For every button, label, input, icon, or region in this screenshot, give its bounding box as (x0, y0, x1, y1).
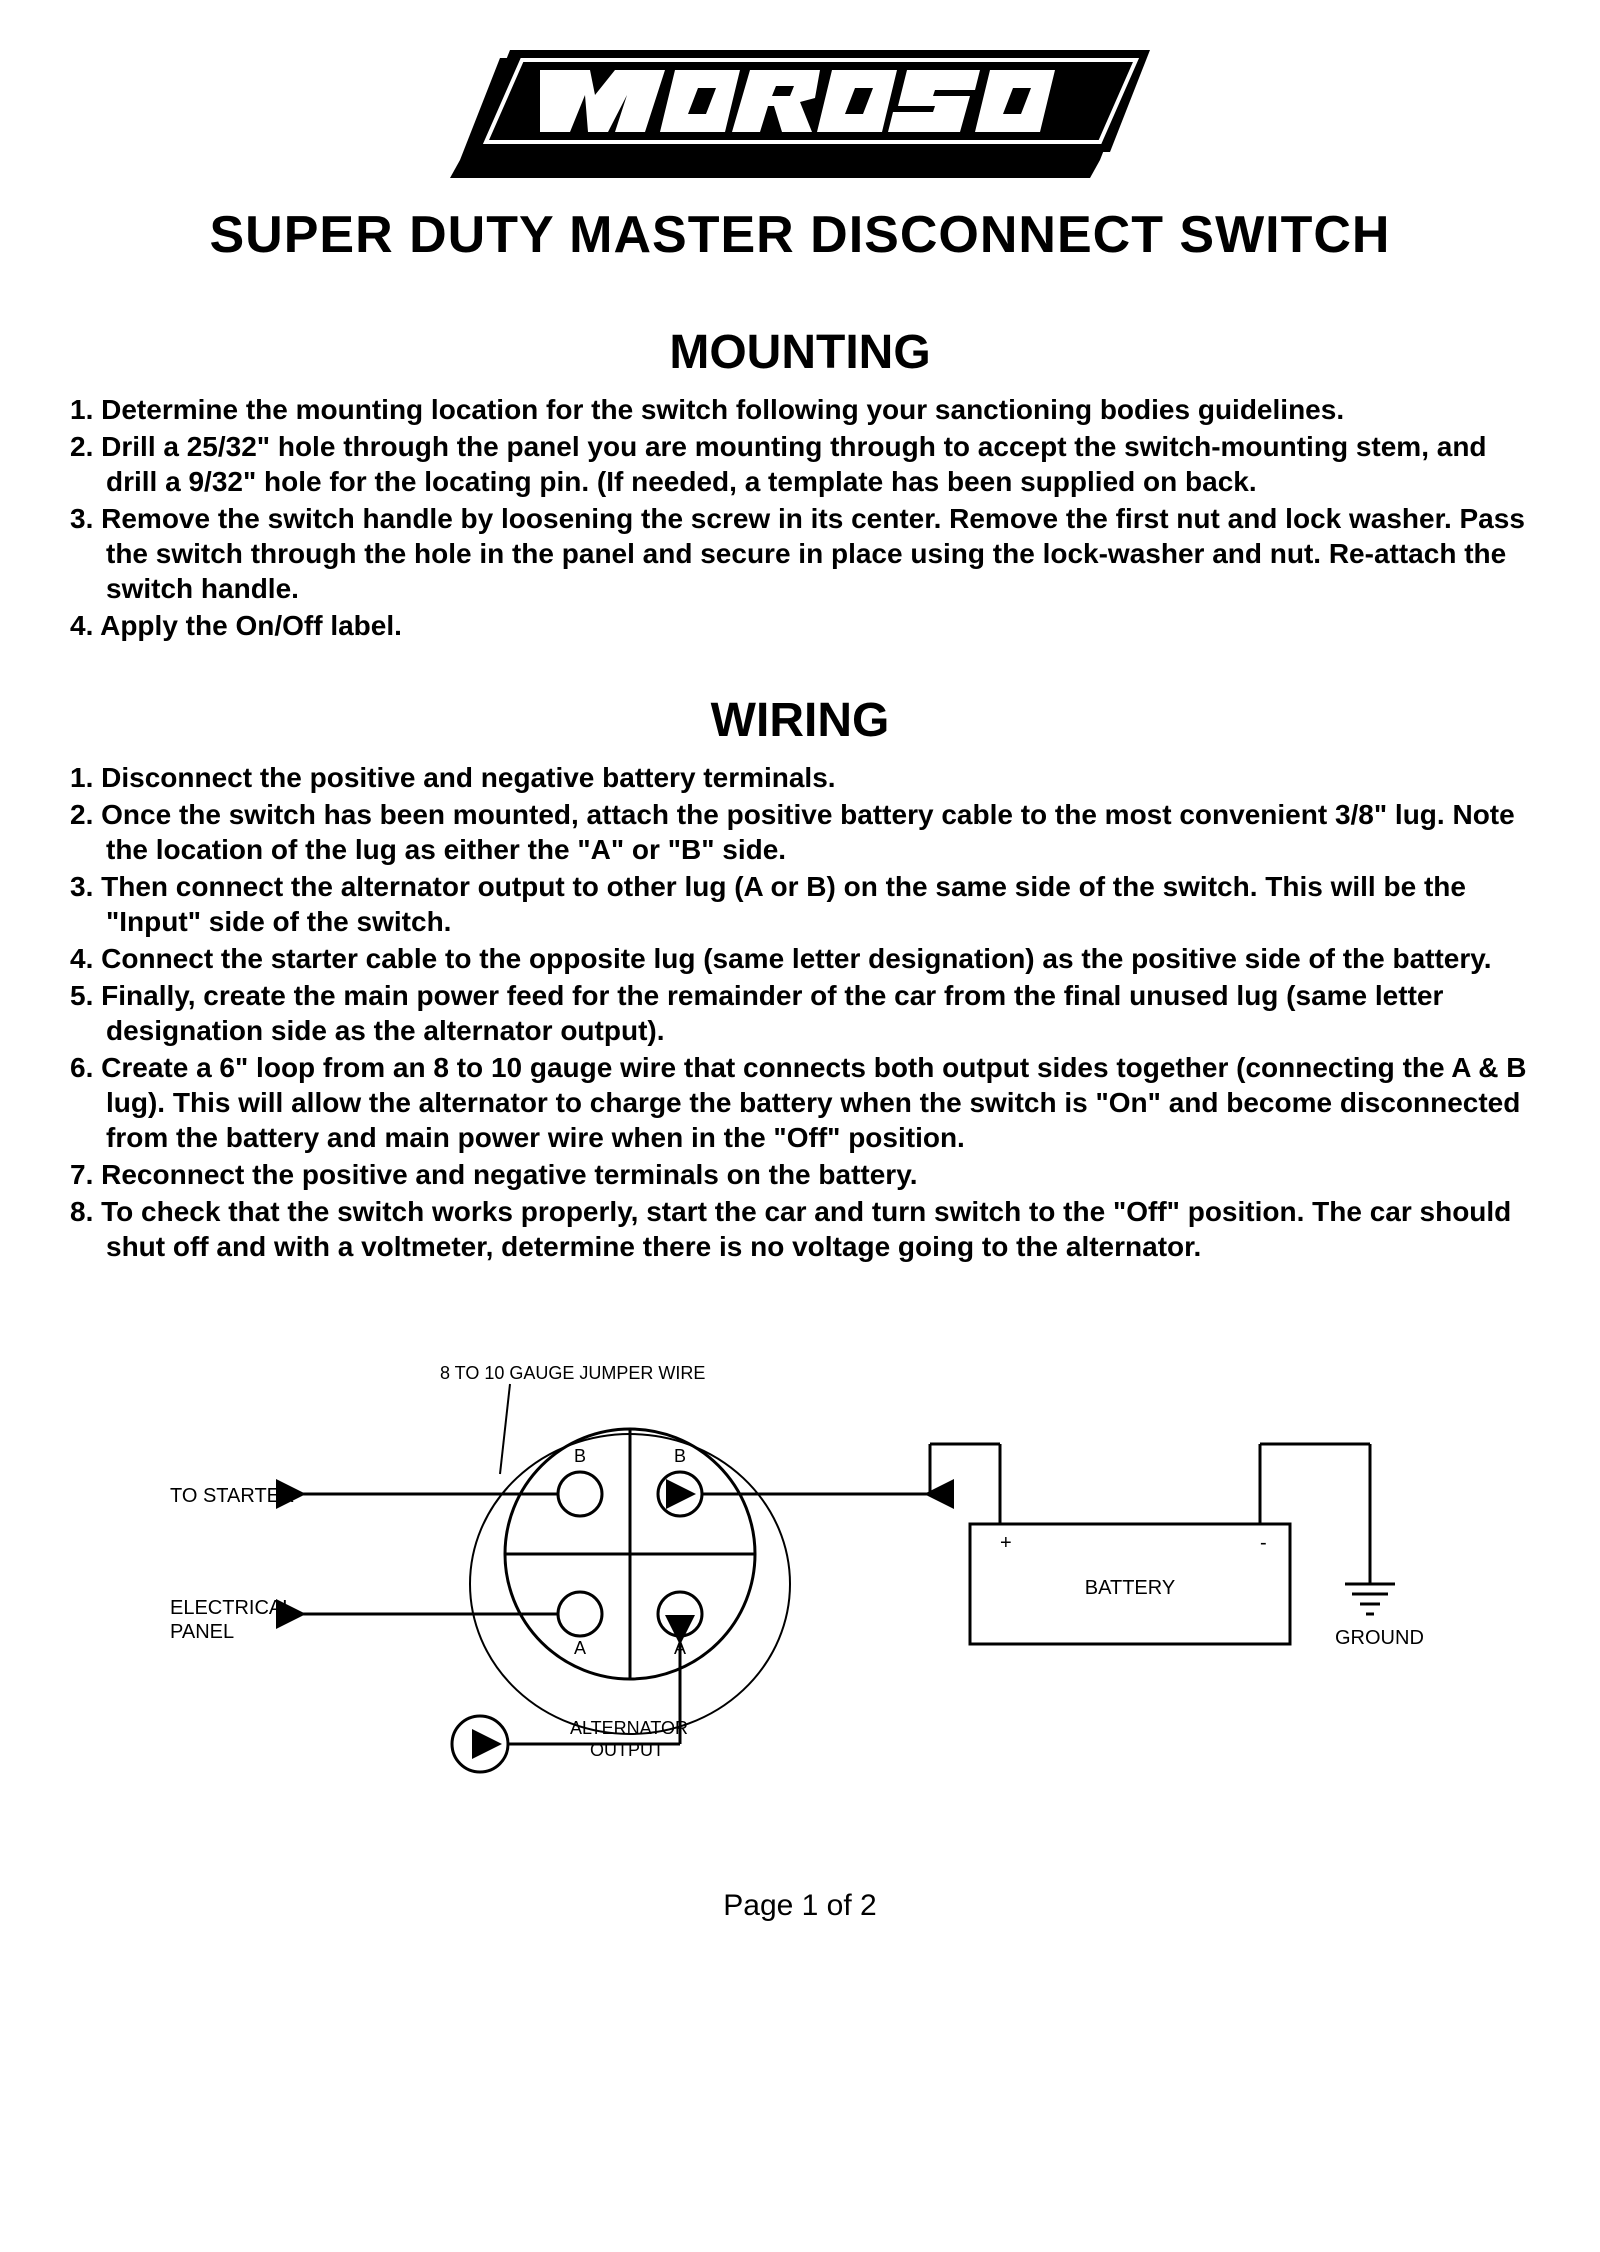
wiring-step: Finally, create the main power feed for … (70, 978, 1530, 1048)
page-footer: Page 1 of 2 (60, 1889, 1540, 1923)
mounting-step: Determine the mounting location for the … (70, 392, 1530, 427)
wiring-heading: WIRING (60, 693, 1540, 748)
battery-minus: - (1260, 1532, 1267, 1554)
jumper-wire-label: 8 TO 10 GAUGE JUMPER WIRE (440, 1363, 705, 1383)
lug-a-label: A (574, 1638, 586, 1658)
wiring-step: To check that the switch works properly,… (70, 1194, 1530, 1264)
ground-label: GROUND (1335, 1627, 1424, 1649)
mounting-list: Determine the mounting location for the … (60, 392, 1540, 643)
logo-container (60, 40, 1540, 195)
wiring-step: Then connect the alternator output to ot… (70, 869, 1530, 939)
wiring-step: Once the switch has been mounted, attach… (70, 797, 1530, 867)
battery-plus: + (1000, 1532, 1012, 1554)
alternator-label-1: ALTERNATOR (570, 1718, 688, 1738)
mounting-step: Remove the switch handle by loosening th… (70, 501, 1530, 606)
wiring-step: Create a 6" loop from an 8 to 10 gauge w… (70, 1050, 1530, 1155)
wiring-step: Reconnect the positive and negative term… (70, 1157, 1530, 1192)
wiring-step: Disconnect the positive and negative bat… (70, 760, 1530, 795)
electrical-panel-label: ELECTRICAL (170, 1597, 293, 1619)
lug-b-label: B (674, 1446, 686, 1466)
brand-logo (440, 40, 1160, 190)
wiring-list: Disconnect the positive and negative bat… (60, 760, 1540, 1264)
wiring-step: Connect the starter cable to the opposit… (70, 941, 1530, 976)
lug-b-label: B (574, 1446, 586, 1466)
alternator-label-2: OUTPUT (590, 1740, 664, 1760)
mounting-step: Drill a 25/32" hole through the panel yo… (70, 429, 1530, 499)
battery-label: BATTERY (1085, 1577, 1175, 1599)
wiring-diagram: B B A A 8 TO 10 GAUGE JUMPER WIRE TO STA… (60, 1324, 1540, 1809)
to-starter-label: TO STARTER (170, 1485, 294, 1507)
main-title: SUPER DUTY MASTER DISCONNECT SWITCH (60, 205, 1540, 265)
electrical-panel-label-2: PANEL (170, 1621, 234, 1643)
mounting-heading: MOUNTING (60, 325, 1540, 380)
mounting-step: Apply the On/Off label. (70, 608, 1530, 643)
wiring-section: WIRING Disconnect the positive and negat… (60, 693, 1540, 1264)
mounting-section: MOUNTING Determine the mounting location… (60, 325, 1540, 643)
